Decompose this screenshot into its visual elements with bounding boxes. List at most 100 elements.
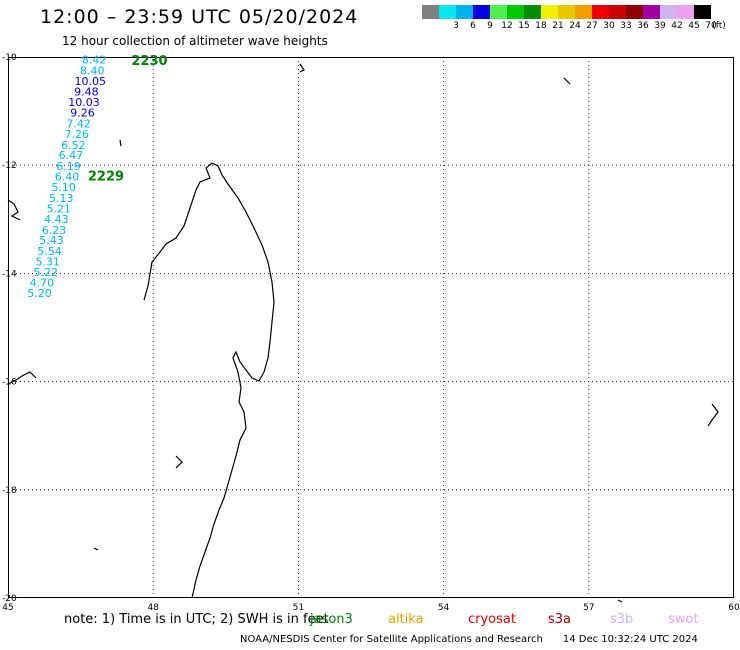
swh-value: 6.40 (55, 170, 80, 183)
legend-swatch (439, 5, 456, 19)
legend-swatch (575, 5, 592, 19)
track-time-label: 2230 (131, 54, 167, 69)
swh-value: 7.42 (66, 117, 91, 130)
legend-swatch (660, 5, 677, 19)
mission-s3a: s3a (548, 612, 572, 627)
legend-unit: (ft) (712, 21, 726, 31)
swh-value: 6.19 (56, 160, 81, 173)
page-subtitle: 12 hour collection of altimeter wave hei… (62, 34, 328, 48)
legend-swatch (524, 5, 541, 19)
generated-timestamp: 14 Dec 10:32:24 UTC 2024 (562, 634, 698, 645)
swh-value: 5.54 (37, 245, 62, 258)
legend-swatch (626, 5, 643, 19)
comoros-island (119, 139, 122, 147)
lon-tick-label: 45 (2, 603, 13, 613)
legend-label: 70 (705, 21, 717, 31)
legend-label: 42 (671, 21, 683, 31)
legend-swatch (592, 5, 609, 19)
legend-swatch (677, 5, 694, 19)
swh-value: 5.43 (39, 234, 64, 247)
legend-label: 18 (535, 21, 547, 31)
lat-tick-label: -12 (2, 161, 17, 171)
swh-value: 6.23 (42, 224, 67, 237)
madagascar-west-coast (143, 162, 213, 301)
swh-value: 5.10 (51, 181, 76, 194)
legend-swatches (422, 5, 711, 19)
legend-label: 3 (453, 21, 459, 31)
swh-value: 4.43 (44, 213, 69, 226)
legend-label: 33 (620, 21, 632, 31)
page-title: 12:00 – 23:59 UTC 05/20/2024 (40, 6, 359, 28)
credit-text: NOAA/NESDIS Center for Satellite Applica… (240, 634, 543, 645)
swh-value: 5.21 (47, 202, 72, 215)
lat-tick-label: -20 (2, 594, 17, 604)
legend-swatch (558, 5, 575, 19)
legend-swatch (541, 5, 558, 19)
swh-value: 9.26 (70, 107, 95, 120)
legend-swatch (422, 5, 439, 19)
swh-value: 4.70 (30, 276, 55, 289)
swh-value: 8.42 (82, 53, 107, 66)
legend-labels: 3 6 9 12 15 18 21 24 27 30 33 36 39 42 45 70 (ft) (422, 21, 740, 35)
ile-europa (93, 547, 99, 551)
legend-label: 30 (603, 21, 615, 31)
legend-label: 36 (637, 21, 649, 31)
swh-value: 5.13 (49, 192, 74, 205)
lon-tick-label: 54 (438, 603, 450, 613)
lon-tick-label: 51 (293, 603, 304, 613)
legend-label: 21 (552, 21, 564, 31)
swh-value: 6.52 (61, 139, 86, 152)
swh-value: 10.05 (75, 75, 107, 88)
mission-altika: altika (388, 612, 424, 627)
reunion-island (707, 403, 719, 427)
mauritius-island (617, 599, 623, 603)
legend-swatch (473, 5, 490, 19)
swh-value: 5.31 (35, 255, 60, 268)
coastline (7, 63, 719, 603)
tromelin-island (563, 77, 571, 85)
legend-label: 24 (569, 21, 581, 31)
lat-tick-label: -14 (2, 269, 17, 279)
legend-swatch (609, 5, 626, 19)
legend-swatch (643, 5, 660, 19)
credit-line: NOAA/NESDIS Center for Satellite Applica… (240, 634, 698, 645)
swh-value: 5.22 (34, 266, 59, 279)
legend-label: 39 (654, 21, 666, 31)
mission-s3b: s3b (610, 612, 634, 627)
madagascar-coastline (191, 162, 275, 599)
lat-tick-label: -18 (2, 486, 17, 496)
lon-tick-label: 57 (583, 603, 594, 613)
legend-label: 27 (586, 21, 598, 31)
track-time-label: 2229 (88, 169, 124, 184)
legend-swatch (456, 5, 473, 19)
juan-de-nova-island (175, 455, 183, 469)
legend-label: 12 (501, 21, 513, 31)
mission-swot: swot (668, 612, 699, 627)
swh-value: 9.48 (74, 85, 99, 98)
legend-swatch (694, 5, 711, 19)
legend-label: 15 (518, 21, 530, 31)
swh-value: 10.03 (68, 96, 100, 109)
mission-cryosat: cryosat (468, 612, 516, 627)
swh-value: 6.47 (59, 149, 84, 162)
agalega-island (299, 63, 305, 73)
legend-label: 45 (688, 21, 700, 31)
legend-label: 6 (470, 21, 476, 31)
legend-swatch (490, 5, 507, 19)
altimeter-track: 8.428.4010.059.4810.039.267.427.266.526.… (27, 53, 167, 300)
swh-value: 5.20 (27, 287, 52, 300)
legend-swatch (507, 5, 524, 19)
lon-tick-label: 60 (728, 603, 740, 613)
graticule: 45 48 51 54 57 60-10-12-14-16-18-20 (2, 53, 740, 613)
lon-tick-label: 48 (147, 603, 159, 613)
mozambique-coast (7, 199, 21, 221)
wave-height-legend: 3 6 9 12 15 18 21 24 27 30 33 36 39 42 45 70 (ft) (422, 5, 726, 31)
mission-jason3: jason3 (310, 612, 353, 627)
footnote: note: 1) Time is in UTC; 2) SWH is in fe… (64, 612, 329, 627)
swh-value: 7.26 (64, 128, 89, 141)
mozambique-coast-south (7, 371, 37, 385)
map-frame (8, 57, 734, 598)
lat-tick-label: -10 (2, 53, 17, 63)
legend-label: 9 (487, 21, 493, 31)
